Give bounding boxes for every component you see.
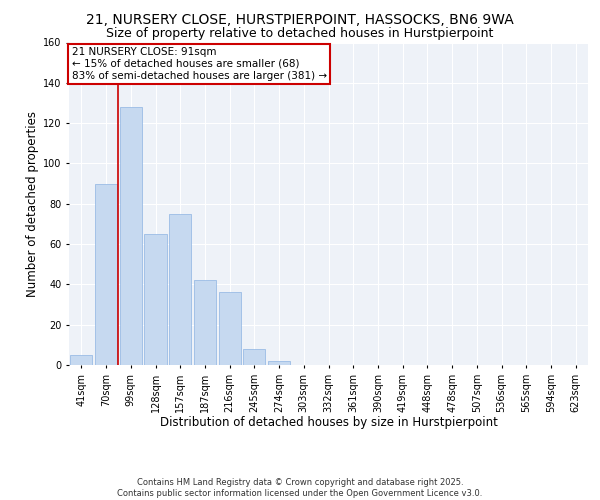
Text: Contains HM Land Registry data © Crown copyright and database right 2025.
Contai: Contains HM Land Registry data © Crown c… <box>118 478 482 498</box>
Text: 21 NURSERY CLOSE: 91sqm
← 15% of detached houses are smaller (68)
83% of semi-de: 21 NURSERY CLOSE: 91sqm ← 15% of detache… <box>71 48 327 80</box>
Bar <box>194 280 216 365</box>
Bar <box>119 107 142 365</box>
Bar <box>218 292 241 365</box>
Text: 21, NURSERY CLOSE, HURSTPIERPOINT, HASSOCKS, BN6 9WA: 21, NURSERY CLOSE, HURSTPIERPOINT, HASSO… <box>86 12 514 26</box>
Bar <box>95 184 117 365</box>
X-axis label: Distribution of detached houses by size in Hurstpierpoint: Distribution of detached houses by size … <box>160 416 497 429</box>
Bar <box>169 214 191 365</box>
Bar <box>70 355 92 365</box>
Bar <box>145 234 167 365</box>
Text: Size of property relative to detached houses in Hurstpierpoint: Size of property relative to detached ho… <box>106 28 494 40</box>
Y-axis label: Number of detached properties: Number of detached properties <box>26 111 38 296</box>
Bar <box>243 349 265 365</box>
Bar <box>268 361 290 365</box>
